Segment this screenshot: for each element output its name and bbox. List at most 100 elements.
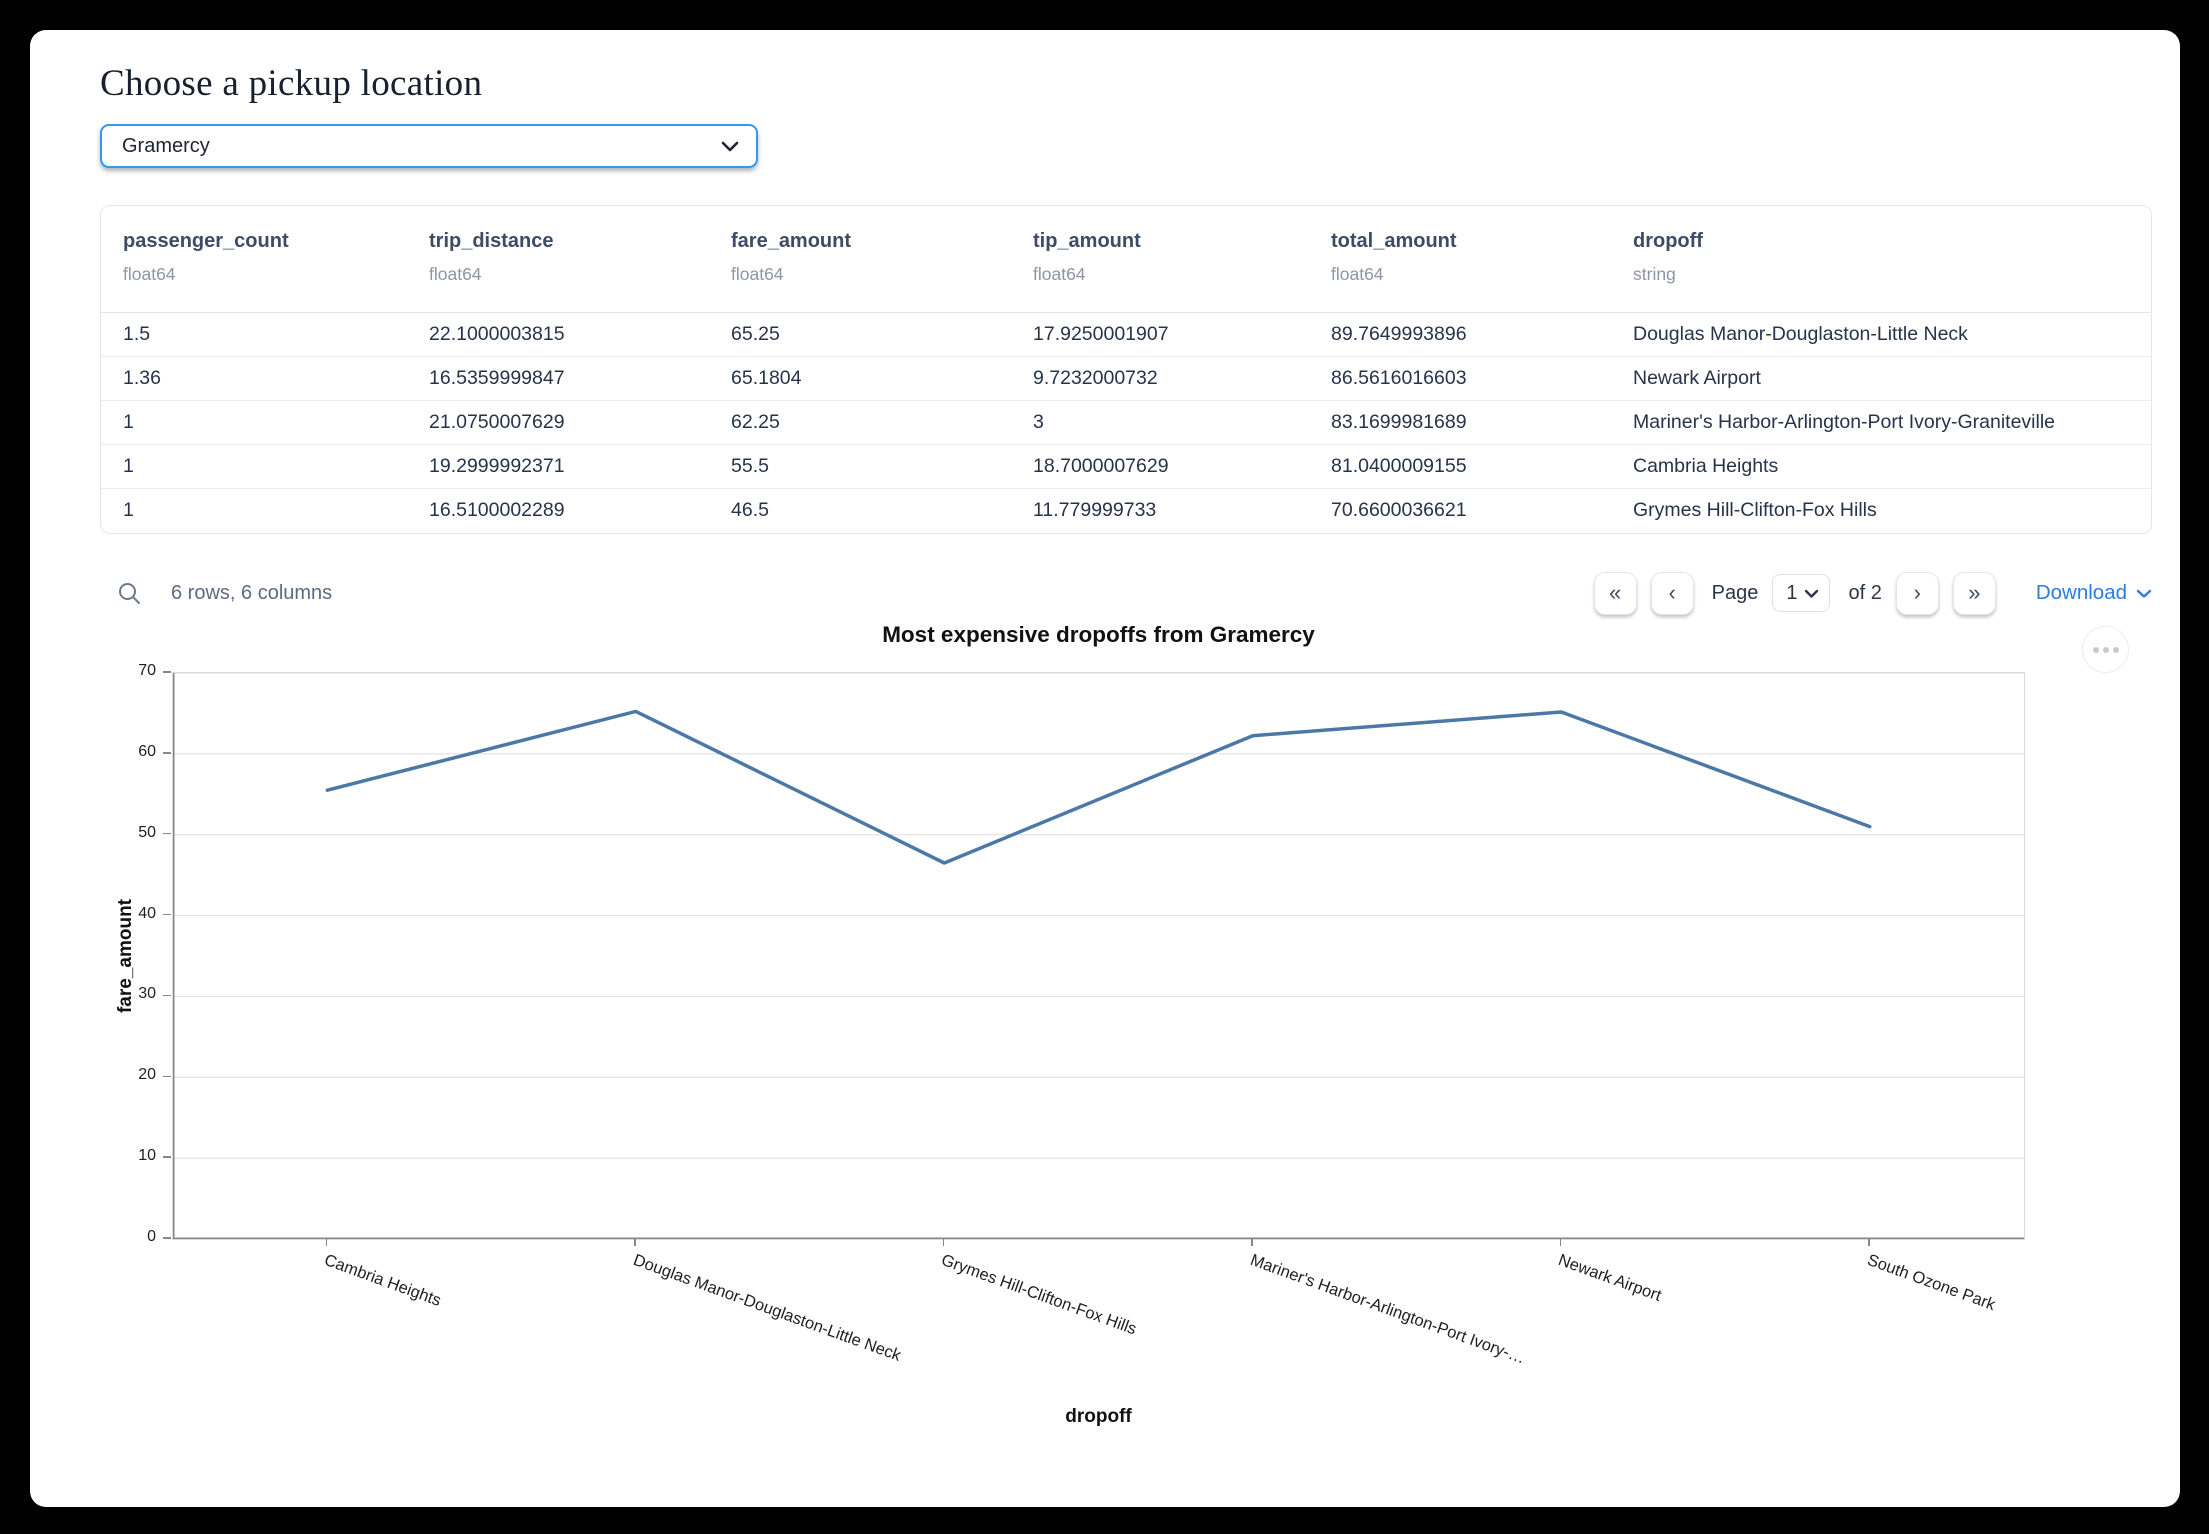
table-cell: Grymes Hill-Clifton-Fox Hills bbox=[1611, 488, 2151, 533]
table-cell: 81.0400009155 bbox=[1309, 444, 1611, 489]
y-tick-label: 0 bbox=[147, 1228, 156, 1245]
pagination: « ‹ Page 1 of 2 › » Download bbox=[1593, 571, 2152, 615]
column-dtype: string bbox=[1633, 264, 1676, 284]
y-tick-mark bbox=[163, 1075, 171, 1078]
table-cell: 86.5616016603 bbox=[1309, 356, 1611, 401]
y-tick-mark bbox=[163, 752, 171, 754]
y-tick-mark bbox=[163, 913, 171, 916]
table-row[interactable]: 1 19.2999992371 55.5 18.7000007629 81.040000… bbox=[101, 444, 2151, 489]
table-cell: 62.25 bbox=[709, 400, 1011, 445]
column-name: trip_distance bbox=[429, 230, 554, 252]
pagination-last-button[interactable]: » bbox=[1952, 571, 1996, 615]
column-header[interactable]: trip_distance float64 bbox=[407, 206, 709, 313]
column-header[interactable]: total_amount float64 bbox=[1309, 206, 1611, 313]
x-tick-label: Douglas Manor-Douglaston-Little Neck bbox=[630, 1251, 904, 1365]
table-cell: 89.7649993896 bbox=[1309, 312, 1611, 357]
column-name: passenger_count bbox=[123, 230, 289, 252]
ellipsis-icon bbox=[2092, 646, 2099, 653]
table-cell: 19.2999992371 bbox=[407, 444, 709, 489]
table-cell: 65.25 bbox=[709, 312, 1011, 357]
x-tick-label: Cambria Heights bbox=[322, 1251, 444, 1310]
y-axis-title: fare_amount bbox=[115, 898, 136, 1014]
page-label: Page bbox=[1711, 581, 1759, 604]
table-cell: 16.5359999847 bbox=[407, 356, 709, 401]
table-cell: 1 bbox=[101, 400, 407, 445]
table-cell: 18.7000007629 bbox=[1011, 444, 1309, 489]
chart-menu-button[interactable] bbox=[2082, 626, 2129, 673]
pagination-next-button[interactable]: › bbox=[1895, 571, 1939, 615]
page-total-label: of 2 bbox=[1848, 581, 1882, 604]
row-count: 6 rows, 6 columns bbox=[171, 581, 333, 604]
y-tick-label: 20 bbox=[138, 1066, 156, 1084]
table-cell: 1.5 bbox=[101, 312, 407, 357]
y-tick-mark bbox=[163, 1156, 171, 1158]
page-title: Choose a pickup location bbox=[100, 63, 483, 104]
page-select[interactable]: 1 bbox=[1772, 574, 1831, 612]
pagination-first-button[interactable]: « bbox=[1593, 571, 1637, 615]
table-cell: 9.7232000732 bbox=[1011, 356, 1309, 401]
download-label: Download bbox=[2035, 581, 2127, 604]
chart-title: Most expensive dropoffs from Gramercy bbox=[882, 622, 1315, 647]
y-tick-label: 10 bbox=[138, 1147, 156, 1165]
y-tick-label: 50 bbox=[138, 823, 156, 841]
table-cell: 1 bbox=[101, 444, 407, 489]
table-cell: Mariner's Harbor-Arlington-Port Ivory-Gr… bbox=[1611, 400, 2151, 445]
app-card: Choose a pickup location Gramercy passen… bbox=[30, 30, 2180, 1507]
page-select-value: 1 bbox=[1786, 581, 1798, 604]
table-cell: 65.1804 bbox=[709, 356, 1011, 401]
table-row[interactable]: 1 21.0750007629 62.25 3 83.1699981689 Mariner… bbox=[101, 400, 2151, 445]
data-table: passenger_count float64 trip_distance float… bbox=[100, 205, 2152, 534]
column-name: dropoff bbox=[1633, 230, 1703, 252]
table-cell: 3 bbox=[1011, 400, 1309, 445]
table-cell: Cambria Heights bbox=[1611, 444, 2151, 489]
search-icon[interactable] bbox=[116, 580, 143, 607]
table-cell: 1.36 bbox=[101, 356, 407, 401]
y-tick-label: 60 bbox=[138, 742, 156, 760]
x-tick-label: Mariner's Harbor-Arlington-Port Ivory-… bbox=[1247, 1251, 1528, 1368]
x-tick-label: South Ozone Park bbox=[1864, 1251, 1998, 1315]
table-footer: 6 rows, 6 columns « ‹ Page 1 of 2 › » Do… bbox=[100, 570, 2152, 616]
column-header[interactable]: dropoff string bbox=[1611, 206, 2151, 313]
table-cell: 70.6600036621 bbox=[1309, 488, 1611, 533]
table-cell: 21.0750007629 bbox=[407, 400, 709, 445]
table-row[interactable]: 1.5 22.1000003815 65.25 17.9250001907 89.764… bbox=[101, 312, 2151, 357]
line-chart-plot-area bbox=[172, 672, 2025, 1240]
x-tick-label: Newark Airport bbox=[1556, 1251, 1664, 1305]
table-cell: 83.1699981689 bbox=[1309, 400, 1611, 445]
column-name: total_amount bbox=[1331, 230, 1457, 252]
pickup-select-value: Gramercy bbox=[122, 134, 210, 157]
column-name: fare_amount bbox=[731, 230, 852, 252]
chevron-down-icon bbox=[720, 139, 740, 153]
table-cell: 22.1000003815 bbox=[407, 312, 709, 357]
table-row[interactable]: 1 16.5100002289 46.5 11.779999733 70.6600036… bbox=[101, 488, 2151, 533]
table-cell: 11.779999733 bbox=[1011, 488, 1309, 533]
column-dtype: float64 bbox=[123, 264, 176, 284]
y-tick-mark bbox=[163, 1237, 171, 1239]
y-tick-mark bbox=[163, 994, 171, 997]
table-cell: Newark Airport bbox=[1611, 356, 2151, 401]
chevron-down-icon bbox=[2136, 588, 2152, 599]
table-header-row: passenger_count float64 trip_distance float… bbox=[101, 206, 2151, 313]
x-axis-title: dropoff bbox=[1065, 1406, 1132, 1427]
table-cell: 55.5 bbox=[709, 444, 1011, 489]
chevron-down-icon bbox=[1804, 588, 1819, 599]
pagination-prev-button[interactable]: ‹ bbox=[1650, 571, 1694, 615]
table-cell: 46.5 bbox=[709, 488, 1011, 533]
column-dtype: float64 bbox=[1033, 264, 1086, 284]
y-tick-mark bbox=[163, 832, 171, 835]
column-name: tip_amount bbox=[1033, 230, 1141, 252]
table-cell: 1 bbox=[101, 488, 407, 533]
column-header[interactable]: passenger_count float64 bbox=[101, 206, 407, 313]
table-cell: 17.9250001907 bbox=[1011, 312, 1309, 357]
download-button[interactable]: Download bbox=[2036, 581, 2152, 605]
column-dtype: float64 bbox=[731, 264, 784, 284]
table-cell: 16.5100002289 bbox=[407, 488, 709, 533]
column-dtype: float64 bbox=[1331, 264, 1384, 284]
column-header[interactable]: tip_amount float64 bbox=[1011, 206, 1309, 313]
column-header[interactable]: fare_amount float64 bbox=[709, 206, 1011, 313]
table-cell: Douglas Manor-Douglaston-Little Neck bbox=[1611, 312, 2151, 357]
pickup-select[interactable]: Gramercy bbox=[100, 124, 758, 168]
table-row[interactable]: 1.36 16.5359999847 65.1804 9.7232000732 86.5… bbox=[101, 356, 2151, 401]
x-tick-label: Grymes Hill-Clifton-Fox Hills bbox=[939, 1251, 1140, 1339]
y-tick-mark bbox=[163, 671, 171, 673]
